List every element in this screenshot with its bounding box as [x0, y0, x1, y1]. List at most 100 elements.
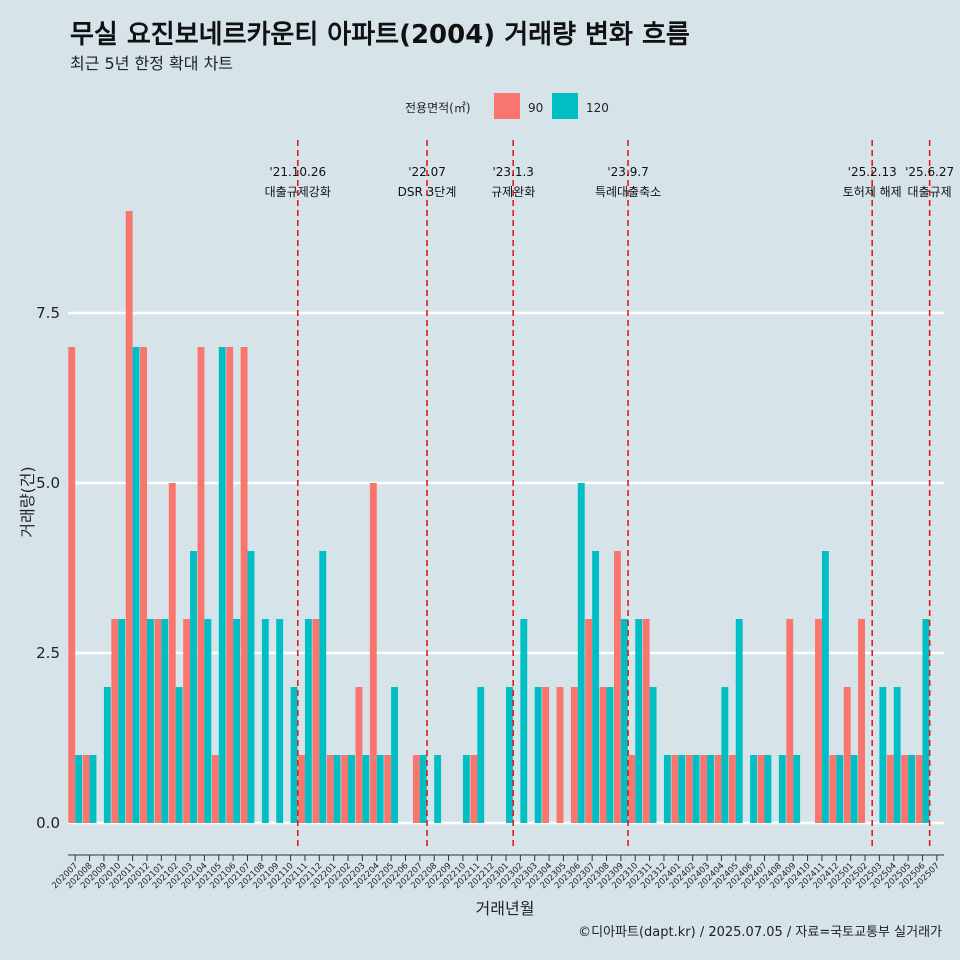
- y-tick-label: 5.0: [36, 474, 60, 492]
- bar-90-202403: [700, 755, 708, 823]
- bar-90-202401: [671, 755, 679, 823]
- bar-120-202202: [348, 755, 355, 823]
- bar-120-202406: [750, 755, 758, 823]
- bar-90-202411: [815, 619, 822, 823]
- bar-90-202504: [886, 755, 894, 823]
- bar-90-202306: [570, 687, 578, 823]
- bar-120-202203: [362, 755, 370, 823]
- bar-90-202407: [757, 755, 765, 823]
- bar-120-202101: [161, 619, 169, 823]
- bar-90-202007: [68, 347, 76, 823]
- bar-120-202506: [922, 619, 930, 823]
- bar-90-202202: [341, 755, 349, 823]
- bar-120-202208: [434, 755, 442, 823]
- event-date: '25.2.13: [848, 165, 897, 179]
- event-label: 토허제 해제: [843, 185, 902, 199]
- event-date: '22.07: [408, 165, 446, 179]
- bar-90-202112: [312, 619, 320, 823]
- bar-120-202110: [290, 687, 298, 823]
- bar-90-202501: [843, 687, 851, 823]
- bar-90-202502: [858, 619, 866, 823]
- legend-title: 전용면적(㎡): [405, 101, 471, 115]
- bar-90-202506: [915, 755, 923, 823]
- bar-90-202203: [355, 687, 363, 823]
- bar-120-202112: [319, 551, 327, 823]
- bar-90-202104: [197, 347, 205, 823]
- bar-90-202204: [369, 483, 377, 823]
- bar-120-202104: [204, 619, 212, 823]
- bar-90-202105: [211, 755, 219, 823]
- bar-90-202012: [140, 347, 147, 823]
- bar-120-202207: [419, 755, 427, 823]
- x-axis-title: 거래년월: [476, 899, 535, 918]
- bar-120-202009: [103, 687, 111, 823]
- bar-120-202309: [620, 619, 628, 823]
- bar-120-202303: [534, 687, 542, 823]
- bar-120-202501: [850, 755, 858, 823]
- bar-120-202105: [218, 347, 226, 823]
- source-caption: ©디아파트(dapt.kr) / 2025.07.05 / 자료=국토교통부 실…: [578, 925, 942, 940]
- bar-120-202307: [592, 551, 600, 823]
- chart-title: 무실 요진보네르카운티 아파트(2004) 거래량 변화 흐름: [70, 20, 690, 50]
- bar-90-202205: [384, 755, 392, 823]
- bar-90-202309: [613, 551, 621, 823]
- legend-swatch-120: [552, 93, 578, 119]
- bar-120-202007: [75, 755, 83, 823]
- bar-120-202402: [692, 755, 700, 823]
- bar-90-202211: [470, 755, 478, 823]
- bar-120-202210: [462, 755, 470, 823]
- bar-90-202103: [183, 619, 191, 823]
- bar-120-202503: [879, 687, 887, 823]
- event-label: 규제완화: [491, 185, 535, 199]
- bar-120-202411: [821, 551, 829, 823]
- bar-120-202201: [333, 755, 341, 823]
- y-tick-label: 0.0: [36, 814, 60, 832]
- event-date: '25.6.27: [905, 165, 954, 179]
- bar-120-202404: [721, 687, 729, 823]
- bars: [68, 211, 930, 823]
- bar-90-202111: [298, 755, 305, 823]
- bar-120-202405: [735, 619, 743, 823]
- bar-90-202010: [111, 619, 119, 823]
- bar-120-202412: [836, 755, 844, 823]
- bar-120-202106: [233, 619, 241, 823]
- bar-90-202404: [714, 755, 722, 823]
- bar-120-202205: [391, 687, 398, 823]
- bar-90-202412: [829, 755, 837, 823]
- bar-90-202308: [599, 687, 607, 823]
- event-label: 대출규제: [908, 185, 952, 199]
- legend-swatch-90: [494, 93, 520, 119]
- bar-120-202306: [577, 483, 585, 823]
- event-date: '23.9.7: [607, 165, 648, 179]
- event-label: 특례대출축소: [595, 185, 661, 199]
- bar-120-202008: [89, 755, 97, 823]
- bar-90-202201: [326, 755, 334, 823]
- bar-120-202301: [506, 687, 513, 823]
- bar-90-202310: [628, 755, 636, 823]
- bar-90-202409: [786, 619, 794, 823]
- legend-label-90: 90: [528, 101, 543, 115]
- bar-90-202405: [728, 755, 736, 823]
- bar-90-202304: [542, 687, 550, 823]
- bar-90-202402: [685, 755, 693, 823]
- bar-90-202008: [82, 755, 90, 823]
- bar-120-202010: [118, 619, 126, 823]
- bar-120-202311: [649, 687, 657, 823]
- bar-120-202102: [175, 687, 183, 823]
- bar-90-202106: [226, 347, 234, 823]
- bar-120-202103: [190, 551, 197, 823]
- bar-120-202312: [663, 755, 671, 823]
- bar-90-202207: [412, 755, 420, 823]
- event-label: 대출규제강화: [265, 185, 331, 199]
- event-date: '23.1.3: [492, 165, 533, 179]
- bar-120-202109: [276, 619, 284, 823]
- bar-120-202204: [376, 755, 384, 823]
- bar-120-202107: [247, 551, 255, 823]
- chart-subtitle: 최근 5년 한정 확대 차트: [70, 54, 233, 73]
- bar-120-202211: [477, 687, 485, 823]
- bar-120-202407: [764, 755, 772, 823]
- event-label: DSR 3단계: [398, 185, 457, 199]
- y-tick-label: 2.5: [36, 644, 60, 662]
- bar-90-202307: [585, 619, 593, 823]
